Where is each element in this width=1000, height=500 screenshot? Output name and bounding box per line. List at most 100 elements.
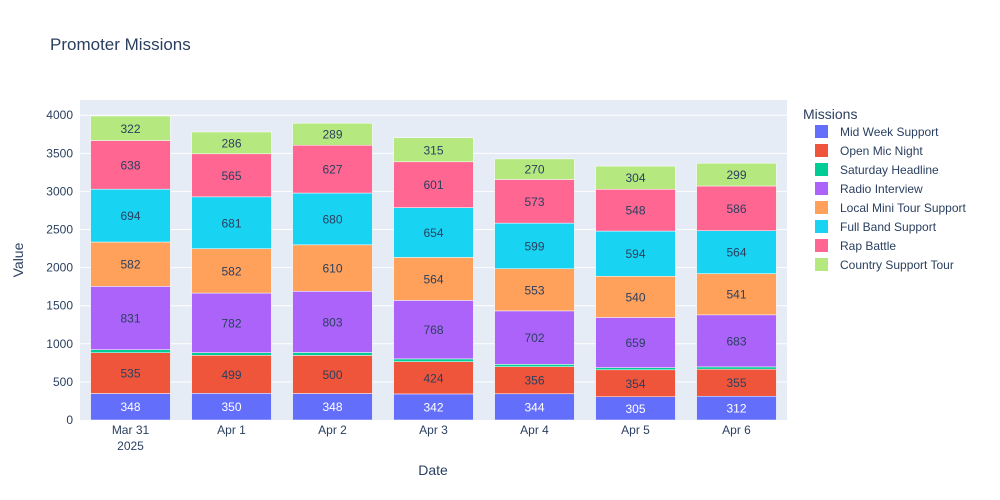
legend-item-label: Open Mic Night (840, 144, 923, 158)
bar-value-label: 582 (120, 258, 140, 272)
bar-segment (494, 222, 575, 270)
bar-segment (494, 268, 575, 312)
bar-segment (191, 292, 272, 353)
bar-value-label: 356 (524, 374, 544, 388)
bar-value-label: 286 (221, 136, 241, 150)
x-tick-label: Apr 6 (722, 423, 751, 437)
legend-item-label: Local Mini Tour Support (840, 201, 967, 215)
bar-value-label: 565 (221, 169, 241, 183)
bar-value-label: 289 (322, 128, 342, 142)
bar-segment (595, 189, 676, 232)
bar-segment (494, 158, 575, 180)
bar-value-label: 535 (120, 367, 140, 381)
bar-segment (90, 241, 171, 287)
legend-swatch (815, 258, 828, 271)
legend-title: Missions (803, 106, 857, 122)
bar-value-label: 305 (625, 402, 645, 416)
bar-segment (393, 358, 474, 362)
bar-labels: 348 350 348 342 344 305 312 535 499 500 424 356 354 3… (120, 122, 746, 416)
bar-segment (90, 286, 171, 350)
bar-segment (292, 355, 373, 394)
bar-value-label: 499 (221, 368, 241, 382)
bar-value-label: 299 (726, 168, 746, 182)
bar-segment (191, 352, 272, 356)
bar-value-label: 638 (120, 158, 140, 172)
bar-segment (292, 192, 373, 246)
y-tick-label: 2000 (46, 261, 73, 275)
bar-segment (393, 393, 474, 421)
legend: Missions Mid Week Support Open Mic Night S… (803, 106, 967, 272)
legend-item-label: Rap Battle (840, 239, 896, 253)
bar-value-label: 627 (322, 163, 342, 177)
legend-item-label: Saturday Headline (840, 163, 939, 177)
bar-value-label: 610 (322, 262, 342, 276)
x-tick-label: Mar 31 (112, 423, 150, 437)
bar-value-label: 548 (625, 204, 645, 218)
legend-swatch (815, 144, 828, 157)
bar-segment (696, 368, 777, 397)
bar-value-label: 683 (726, 334, 746, 348)
legend-item-label: Mid Week Support (840, 125, 939, 139)
bar-segment (494, 364, 575, 367)
bar-value-label: 344 (524, 400, 544, 414)
bar-value-label: 312 (726, 402, 746, 416)
bar-segment (292, 291, 373, 353)
bar-value-label: 680 (322, 212, 342, 226)
x-tick-label: Apr 3 (419, 423, 448, 437)
bar-segment (696, 366, 777, 370)
bar-segment (191, 196, 272, 249)
bar-value-label: 348 (322, 400, 342, 414)
bar-value-label: 681 (221, 216, 241, 230)
bar-segment (292, 145, 373, 194)
bar-value-label: 831 (120, 312, 140, 326)
bar-segment (393, 161, 474, 208)
bar-segment (494, 310, 575, 365)
bar-value-label: 270 (524, 163, 544, 177)
bar-segment (595, 276, 676, 318)
bar-segment (393, 137, 474, 163)
bar-segment (696, 314, 777, 368)
bar-value-label: 782 (221, 316, 241, 330)
bar-segment (191, 153, 272, 198)
bar-segment (393, 361, 474, 395)
bar-value-label: 573 (524, 195, 544, 209)
bar-value-label: 803 (322, 315, 342, 329)
bar-segment (90, 393, 171, 421)
bar-value-label: 354 (625, 377, 645, 391)
bar-value-label: 586 (726, 202, 746, 216)
bars (90, 115, 777, 421)
bar-value-label: 599 (524, 239, 544, 253)
bar-value-label: 322 (120, 122, 140, 136)
y-axis-ticks: 0 500 1000 1500 2000 2500 3000 3500 4000 (46, 108, 73, 427)
y-tick-label: 0 (66, 413, 73, 427)
bar-value-label: 768 (423, 323, 443, 337)
chart-title: Promoter Missions (50, 35, 191, 54)
x-axis-ticks: Mar 31 2025 Apr 1 Apr 2 Apr 3 Apr 4 Apr 5 Apr 6 (112, 423, 751, 453)
bar-segment (393, 257, 474, 301)
bar-value-label: 564 (423, 272, 443, 286)
bar-segment (191, 131, 272, 155)
legend-item-label: Country Support Tour (840, 258, 954, 272)
legend-swatch (815, 163, 828, 176)
bar-value-label: 315 (423, 143, 443, 157)
bar-value-label: 594 (625, 247, 645, 261)
bar-segment (292, 352, 373, 356)
bar-segment (595, 230, 676, 277)
bar-segment (595, 367, 676, 371)
x-axis-title: Date (418, 462, 448, 478)
bar-value-label: 355 (726, 376, 746, 390)
x-tick-label: Apr 2 (318, 423, 347, 437)
bar-segment (393, 300, 474, 360)
legend-swatch (815, 239, 828, 252)
x-tick-sublabel: 2025 (117, 439, 144, 453)
bar-segment (90, 115, 171, 141)
bar-segment (696, 162, 777, 187)
bar-value-label: 582 (221, 264, 241, 278)
bar-segment (494, 393, 575, 421)
y-tick-label: 500 (53, 375, 73, 389)
bar-segment (494, 179, 575, 224)
legend-swatch (815, 201, 828, 214)
y-tick-label: 3500 (46, 146, 73, 160)
bar-value-label: 424 (423, 371, 443, 385)
